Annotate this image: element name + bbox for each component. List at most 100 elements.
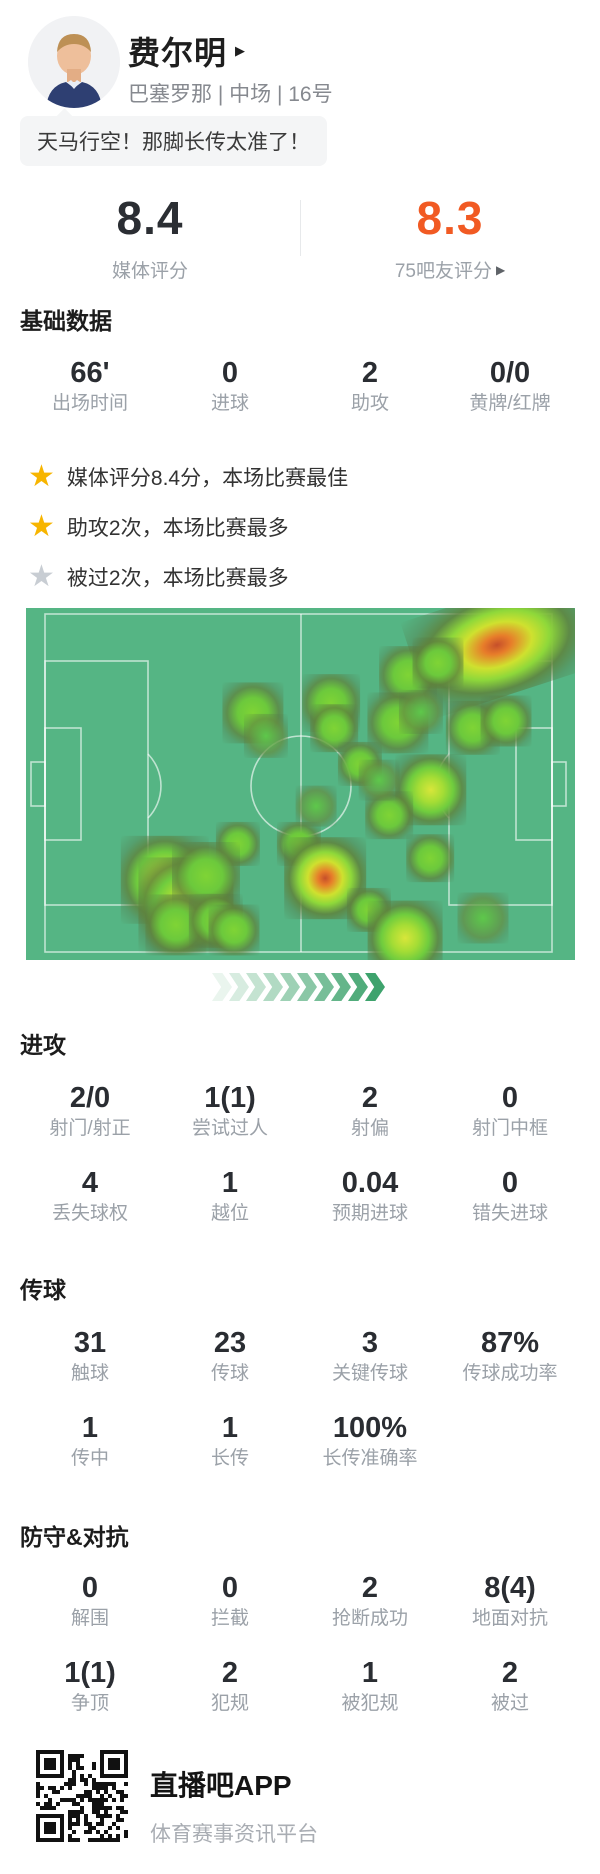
stat-cell: 1(1) 尝试过人 — [160, 1080, 300, 1142]
stat-cell: 2 犯规 — [160, 1655, 300, 1717]
highlight-text: 媒体评分8.4分，本场比赛最佳 — [66, 467, 349, 490]
stat-cell — [440, 1410, 580, 1472]
ratings-row: 8.4 媒体评分 8.3 75吧友评分 ▶ — [0, 192, 600, 282]
stat-label: 丢失球权 — [51, 1203, 128, 1224]
divider — [300, 200, 301, 256]
chevron-icon — [212, 973, 232, 1001]
stat-label: 错失进球 — [471, 1203, 548, 1224]
stat-cell: 2 被过 — [440, 1655, 580, 1717]
media-rating-value: 8.4 — [116, 192, 184, 244]
chevron-icon — [246, 973, 266, 1001]
stat-value: 3 — [361, 1327, 379, 1359]
stat-label: 长传 — [210, 1448, 249, 1469]
stat-value: 4 — [81, 1167, 99, 1199]
stat-label: 射偏 — [350, 1118, 389, 1139]
stat-label: 抢断成功 — [331, 1608, 408, 1629]
star-icon: ★ — [28, 460, 55, 493]
stat-value: 1(1) — [204, 1082, 256, 1114]
defense-stats-grid-row1: 0 解围 0 拦截 2 抢断成功 8(4) 地面对抗 — [20, 1570, 580, 1632]
stat-value: 2/0 — [69, 1082, 111, 1114]
star-icon: ★ — [28, 560, 55, 593]
chevron-arrows-decoration — [0, 972, 600, 1002]
commentary-text: 天马行空！那脚长传太准了！ — [37, 131, 310, 154]
stat-value: 66' — [70, 357, 110, 389]
star-icon: ★ — [28, 510, 55, 543]
stat-label: 传中 — [70, 1448, 109, 1469]
stat-cell: 0 拦截 — [160, 1570, 300, 1632]
media-rating: 8.4 媒体评分 — [0, 192, 300, 283]
stat-label: 被犯规 — [341, 1693, 399, 1714]
defense-stats-grid-row2: 1(1) 争顶 2 犯规 1 被犯规 2 被过 — [20, 1655, 580, 1717]
stat-value: 0 — [221, 1572, 239, 1604]
chevron-icon — [314, 973, 334, 1001]
stat-value: 1 — [221, 1167, 239, 1199]
stat-value: 0 — [81, 1572, 99, 1604]
fans-rating-label: 75吧友评分 ▶ — [395, 256, 505, 283]
app-name: 直播吧APP — [150, 1770, 292, 1801]
stat-cell: 100% 长传准确率 — [300, 1410, 440, 1472]
stat-label: 助攻 — [350, 393, 389, 414]
stat-label: 触球 — [70, 1363, 109, 1384]
footer: 直播吧APP 体育赛事资讯平台 — [36, 1750, 318, 1848]
highlight-text: 助攻2次，本场比赛最多 — [66, 517, 289, 540]
app-tagline: 体育赛事资讯平台 — [150, 1823, 318, 1846]
section-title-attack: 进攻 — [20, 1032, 66, 1058]
player-name[interactable]: 费尔明 ▶ — [128, 28, 246, 74]
stat-cell: 0 射门中框 — [440, 1080, 580, 1142]
stat-value: 0/0 — [489, 357, 531, 389]
stat-label: 长传准确率 — [322, 1448, 418, 1469]
stat-value: 2 — [221, 1657, 239, 1689]
player-name-text: 费尔明 — [128, 35, 228, 71]
stat-label: 射门/射正 — [49, 1118, 131, 1139]
stat-label: 解围 — [70, 1608, 109, 1629]
stat-value: 1(1) — [64, 1657, 116, 1689]
stat-value: 2 — [361, 1082, 379, 1114]
highlight-row: ★ 媒体评分8.4分，本场比赛最佳 — [28, 452, 588, 502]
stat-cell: 1(1) 争顶 — [20, 1655, 160, 1717]
stat-label: 关键传球 — [331, 1363, 408, 1384]
stat-label: 拦截 — [210, 1608, 249, 1629]
fans-rating-label-text: 75吧友评分 — [394, 261, 492, 282]
bubble-notch — [55, 108, 74, 127]
stat-value: 23 — [213, 1327, 247, 1359]
highlight-text: 被过2次，本场比赛最多 — [66, 567, 289, 590]
stat-label: 越位 — [210, 1203, 249, 1224]
stat-value: 87% — [480, 1327, 540, 1359]
stat-value: 1 — [361, 1657, 379, 1689]
basic-stats-grid: 66' 出场时间 0 进球 2 助攻 0/0 黄牌/红牌 — [20, 355, 580, 417]
fans-rating[interactable]: 8.3 75吧友评分 ▶ — [300, 192, 600, 283]
heatmap-pitch — [26, 608, 575, 960]
section-title-defense: 防守&对抗 — [20, 1524, 129, 1550]
stat-label: 预期进球 — [331, 1203, 408, 1224]
stat-cell: 4 丢失球权 — [20, 1165, 160, 1227]
section-title-passing: 传球 — [20, 1277, 66, 1303]
stat-value: 2 — [361, 357, 379, 389]
stat-cell: 8(4) 地面对抗 — [440, 1570, 580, 1632]
stat-value: 1 — [221, 1412, 239, 1444]
stat-value: 0 — [501, 1167, 519, 1199]
stat-label: 黄牌/红牌 — [469, 393, 551, 414]
stat-label: 进球 — [210, 393, 249, 414]
pitch-lines — [30, 613, 567, 953]
highlight-row: ★ 被过2次，本场比赛最多 — [28, 552, 588, 602]
media-rating-label: 媒体评分 — [111, 261, 188, 282]
fans-rating-value: 8.3 — [416, 192, 484, 244]
section-title-basic: 基础数据 — [20, 308, 112, 334]
passing-stats-grid-row2: 1 传中 1 长传 100% 长传准确率 — [20, 1410, 580, 1472]
chevron-right-icon: ▶ — [235, 43, 247, 58]
chevron-icon — [263, 973, 283, 1001]
stat-cell: 2 抢断成功 — [300, 1570, 440, 1632]
stat-cell: 23 传球 — [160, 1325, 300, 1387]
stat-cell: 3 关键传球 — [300, 1325, 440, 1387]
commentary-bubble: 天马行空！那脚长传太准了！ — [20, 108, 327, 166]
stat-value: 31 — [73, 1327, 107, 1359]
avatar — [28, 16, 120, 108]
highlight-row: ★ 助攻2次，本场比赛最多 — [28, 502, 588, 552]
stat-cell: 31 触球 — [20, 1325, 160, 1387]
stat-cell: 2/0 射门/射正 — [20, 1080, 160, 1142]
chevron-icon — [365, 973, 385, 1001]
stat-cell: 0.04 预期进球 — [300, 1165, 440, 1227]
stat-cell: 0 错失进球 — [440, 1165, 580, 1227]
stat-cell: 0 解围 — [20, 1570, 160, 1632]
